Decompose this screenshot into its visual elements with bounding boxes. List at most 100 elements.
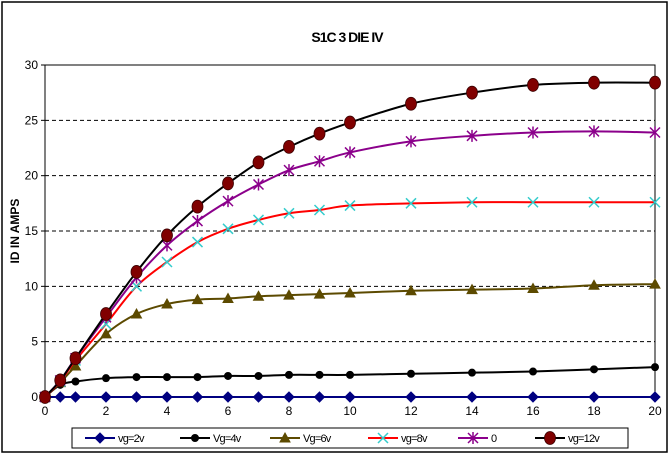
- y-tick-label: 15: [25, 224, 39, 238]
- data-point: [283, 164, 295, 177]
- legend-label: vg=2v: [118, 433, 145, 445]
- data-point: [313, 204, 326, 216]
- data-point: [313, 126, 326, 141]
- data-point: [466, 196, 478, 208]
- data-point: [590, 365, 598, 374]
- data-point: [222, 223, 234, 235]
- data-point: [527, 196, 539, 208]
- data-point: [69, 391, 82, 403]
- legend-label: vg=12v: [568, 433, 600, 445]
- legend-item: Vg=4v: [180, 433, 243, 445]
- legend-marker: [279, 431, 291, 443]
- x-tick-label: 16: [526, 404, 540, 418]
- data-point: [588, 125, 600, 138]
- data-point: [39, 390, 51, 404]
- data-point: [222, 292, 234, 304]
- data-point: [161, 228, 173, 243]
- data-point: [405, 197, 417, 209]
- x-tick-label: 20: [648, 404, 662, 418]
- y-tick-label: 5: [31, 335, 38, 349]
- data-point: [54, 373, 67, 388]
- data-point: [344, 200, 356, 212]
- legend-item: vg=12v: [535, 431, 601, 445]
- data-point: [405, 284, 417, 296]
- chart-title: S1C 3 DIE IV: [311, 29, 384, 45]
- data-point: [313, 391, 326, 403]
- x-tick-label: 14: [465, 404, 479, 418]
- data-point: [71, 377, 80, 386]
- legend-marker: [191, 434, 199, 442]
- data-point: [69, 351, 82, 366]
- data-point: [651, 363, 659, 372]
- y-tick-label: 20: [25, 169, 39, 183]
- y-tick-label: 10: [25, 279, 39, 293]
- data-point: [252, 178, 265, 191]
- data-point: [527, 126, 539, 139]
- data-point: [344, 286, 356, 298]
- legend-marker: [544, 431, 556, 445]
- data-point: [527, 391, 539, 403]
- data-point: [344, 391, 356, 403]
- data-point: [529, 367, 537, 376]
- data-point: [100, 391, 112, 403]
- data-point: [283, 391, 295, 403]
- y-tick-label: 30: [25, 58, 39, 72]
- data-point: [588, 75, 600, 90]
- data-point: [315, 370, 324, 379]
- data-point: [193, 373, 202, 382]
- data-point: [649, 75, 661, 90]
- data-point: [191, 199, 204, 214]
- y-axis-label: ID IN AMPS: [8, 199, 22, 264]
- legend-label: vg=8v: [401, 433, 428, 445]
- data-point: [283, 289, 295, 300]
- data-point: [102, 374, 110, 383]
- data-point: [346, 370, 354, 379]
- data-point: [466, 283, 478, 295]
- data-point: [222, 391, 234, 403]
- data-point: [163, 373, 171, 382]
- data-point: [161, 298, 173, 309]
- data-point: [252, 214, 265, 226]
- data-point: [588, 279, 600, 290]
- x-tick-label: 18: [587, 404, 601, 418]
- data-point: [649, 278, 661, 289]
- data-point: [405, 96, 417, 111]
- data-point: [649, 196, 661, 208]
- data-point: [649, 391, 661, 403]
- data-point: [405, 135, 417, 148]
- data-point: [285, 370, 293, 379]
- data-point: [161, 391, 173, 403]
- x-tick-label: 6: [225, 404, 232, 418]
- data-point: [283, 139, 295, 154]
- data-point: [313, 288, 326, 299]
- legend-item: Vg=6v: [270, 431, 333, 445]
- data-point: [407, 369, 415, 378]
- data-point: [254, 371, 263, 380]
- x-tick-label: 0: [42, 404, 49, 418]
- data-point: [313, 155, 326, 168]
- data-point: [649, 126, 661, 139]
- x-tick-label: 2: [103, 404, 110, 418]
- legend-box: [71, 427, 629, 449]
- legend-item: 0: [458, 432, 498, 445]
- data-point: [69, 359, 82, 371]
- legend-label: Vg=4v: [213, 433, 242, 445]
- legend-label: 0: [491, 433, 497, 445]
- legend-marker: [94, 432, 106, 444]
- data-point: [100, 327, 112, 339]
- data-point: [252, 391, 265, 403]
- data-point: [466, 129, 478, 142]
- x-tick-label: 4: [164, 404, 171, 418]
- series-5: [39, 75, 661, 404]
- data-point: [132, 373, 141, 382]
- x-tick-label: 10: [343, 404, 357, 418]
- data-point: [191, 391, 204, 403]
- y-tick-label: 25: [25, 113, 39, 127]
- legend-marker: [377, 432, 389, 444]
- series-0: [39, 391, 661, 403]
- data-point: [344, 115, 356, 130]
- legend-label: Vg=6v: [303, 433, 332, 445]
- legend-item: vg=2v: [85, 432, 146, 445]
- legend-item: vg=8v: [368, 432, 429, 445]
- data-point: [466, 85, 478, 100]
